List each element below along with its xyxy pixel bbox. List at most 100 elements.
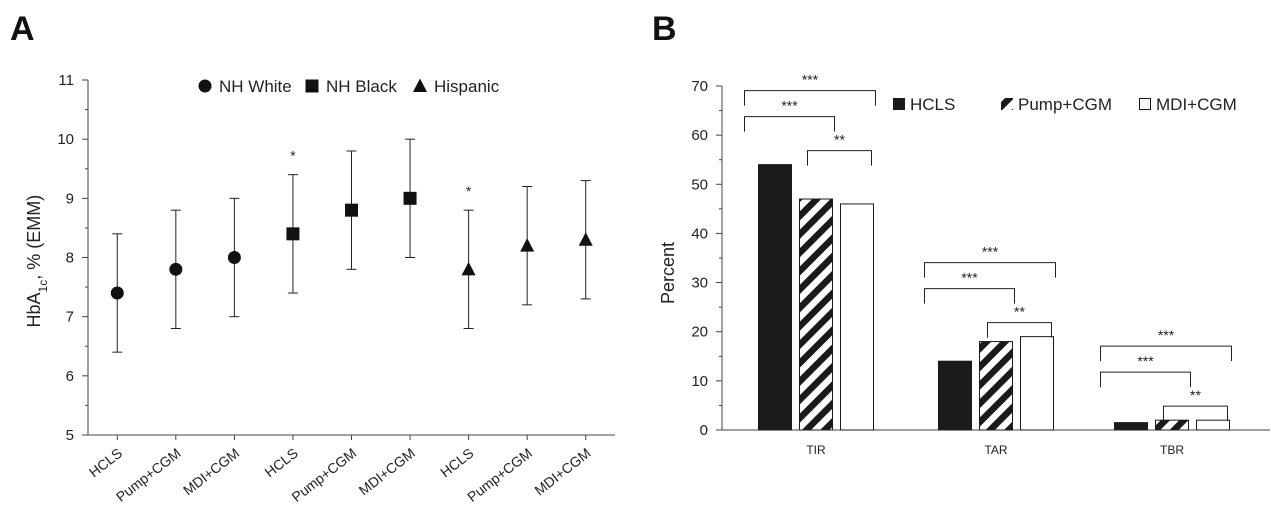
x-category-label: Pump+CGM (288, 445, 359, 505)
series-nh-black: * (286, 138, 417, 294)
bracket-line (924, 288, 1015, 304)
significance-marker: * (466, 183, 472, 199)
legend-b: HCLS Pump+CGM MDI+CGM (893, 95, 1237, 114)
y-tick-label: 7 (66, 309, 74, 326)
bar-hcls (758, 164, 792, 431)
x-category-label: MDI+CGM (531, 445, 593, 499)
bracket-line (744, 90, 876, 106)
x-category-label: TBR (1160, 443, 1184, 457)
bar-group-tir: TIR (758, 164, 874, 457)
significance-bracket: *** (924, 244, 1056, 278)
data-point (227, 251, 241, 264)
bracket-line (807, 150, 872, 166)
significance-bracket: *** (1100, 327, 1232, 362)
data-point (578, 232, 593, 246)
bracket-line (987, 322, 1052, 338)
data-point (403, 191, 417, 205)
bracket-label: *** (802, 72, 819, 88)
bar-pump-cgm (799, 198, 833, 431)
series-nh-white (110, 197, 241, 353)
panel-a-label: A (10, 10, 35, 48)
significance-marker: * (290, 148, 296, 164)
legend-swatch (1139, 98, 1151, 110)
y-tick-label: 6 (66, 368, 74, 385)
data-point (520, 238, 535, 252)
y-tick-label: 0 (700, 422, 708, 439)
bar-hcls (938, 360, 972, 431)
significance-bracket: ** (807, 132, 872, 166)
data-point (286, 227, 300, 241)
y-tick-label: 10 (691, 373, 708, 390)
x-category-label: Pump+CGM (464, 445, 535, 505)
bracket-line (1100, 371, 1191, 388)
legend-label: Hispanic (434, 77, 500, 96)
legend-label: HCLS (910, 95, 955, 114)
bar-mdi-cgm (1020, 336, 1054, 431)
bracket-label: *** (982, 244, 999, 260)
y-axis-title: HbA1c, % (EMM) (24, 195, 50, 328)
legend-label: Pump+CGM (1018, 95, 1112, 114)
y-tick-label: 70 (691, 78, 708, 95)
y-tick-label: 11 (58, 72, 74, 89)
legend-swatch (1001, 98, 1013, 110)
y-tick-label: 9 (66, 190, 74, 207)
y-tick-label: 30 (691, 275, 708, 292)
bar-pump-cgm (1155, 419, 1189, 431)
x-category-label: TAR (984, 443, 1007, 457)
bar-group-tar: TAR (938, 336, 1054, 457)
data-point (461, 261, 476, 276)
bar-hcls (1114, 422, 1148, 431)
bracket-line (1163, 405, 1228, 422)
y-tick-label: 40 (691, 225, 708, 242)
bracket-line (1100, 345, 1232, 362)
bracket-label: ** (1014, 304, 1025, 320)
y-tick-label: 10 (57, 131, 74, 148)
bracket-label: ** (1190, 387, 1201, 403)
data-point (345, 203, 358, 217)
y-axis-title: Percent (658, 242, 678, 304)
significance-bracket: *** (1100, 353, 1191, 388)
legend-marker (413, 78, 427, 92)
bracket-label: ** (834, 132, 845, 148)
y-tick-label: 5 (66, 427, 74, 444)
significance-bracket: *** (744, 72, 876, 106)
legend-label: MDI+CGM (1156, 95, 1237, 114)
x-category-label: Pump+CGM (113, 445, 184, 505)
bracket-label: *** (1137, 353, 1154, 369)
legend-label: NH White (219, 77, 292, 96)
y-tick-label: 50 (691, 176, 708, 193)
bracket-line (924, 262, 1056, 278)
x-category-label: MDI+CGM (356, 445, 418, 499)
bar-group-tbr: TBR (1114, 419, 1230, 457)
significance-bracket: *** (924, 270, 1015, 304)
y-tick-label: 8 (66, 250, 74, 267)
bar-mdi-cgm (1196, 419, 1230, 431)
legend-marker (198, 79, 212, 93)
bracket-line (744, 116, 835, 132)
panel-b-label: B (652, 10, 677, 48)
data-point (169, 262, 183, 276)
x-category-label: HCLS (437, 445, 476, 481)
x-category-label: MDI+CGM (180, 445, 242, 499)
bar-mdi-cgm (840, 203, 874, 431)
significance-bracket: *** (744, 98, 835, 132)
legend-label: NH Black (326, 77, 397, 96)
bracket-label: *** (961, 270, 978, 286)
x-category-label: HCLS (86, 445, 125, 481)
x-category-label: TIR (806, 443, 826, 457)
bracket-label: *** (781, 98, 798, 114)
significance-bracket: ** (987, 304, 1052, 338)
legend-marker (305, 79, 319, 93)
y-tick-label: 60 (691, 127, 708, 144)
significance-bracket: ** (1163, 387, 1228, 422)
series-hispanic: * (461, 180, 593, 329)
data-point (110, 286, 124, 300)
x-category-label: HCLS (262, 445, 301, 481)
y-tick-label: 20 (691, 324, 708, 341)
bar-pump-cgm (979, 341, 1013, 431)
legend-a: NH White NH Black Hispanic (198, 77, 500, 96)
bracket-label: *** (1158, 327, 1175, 343)
